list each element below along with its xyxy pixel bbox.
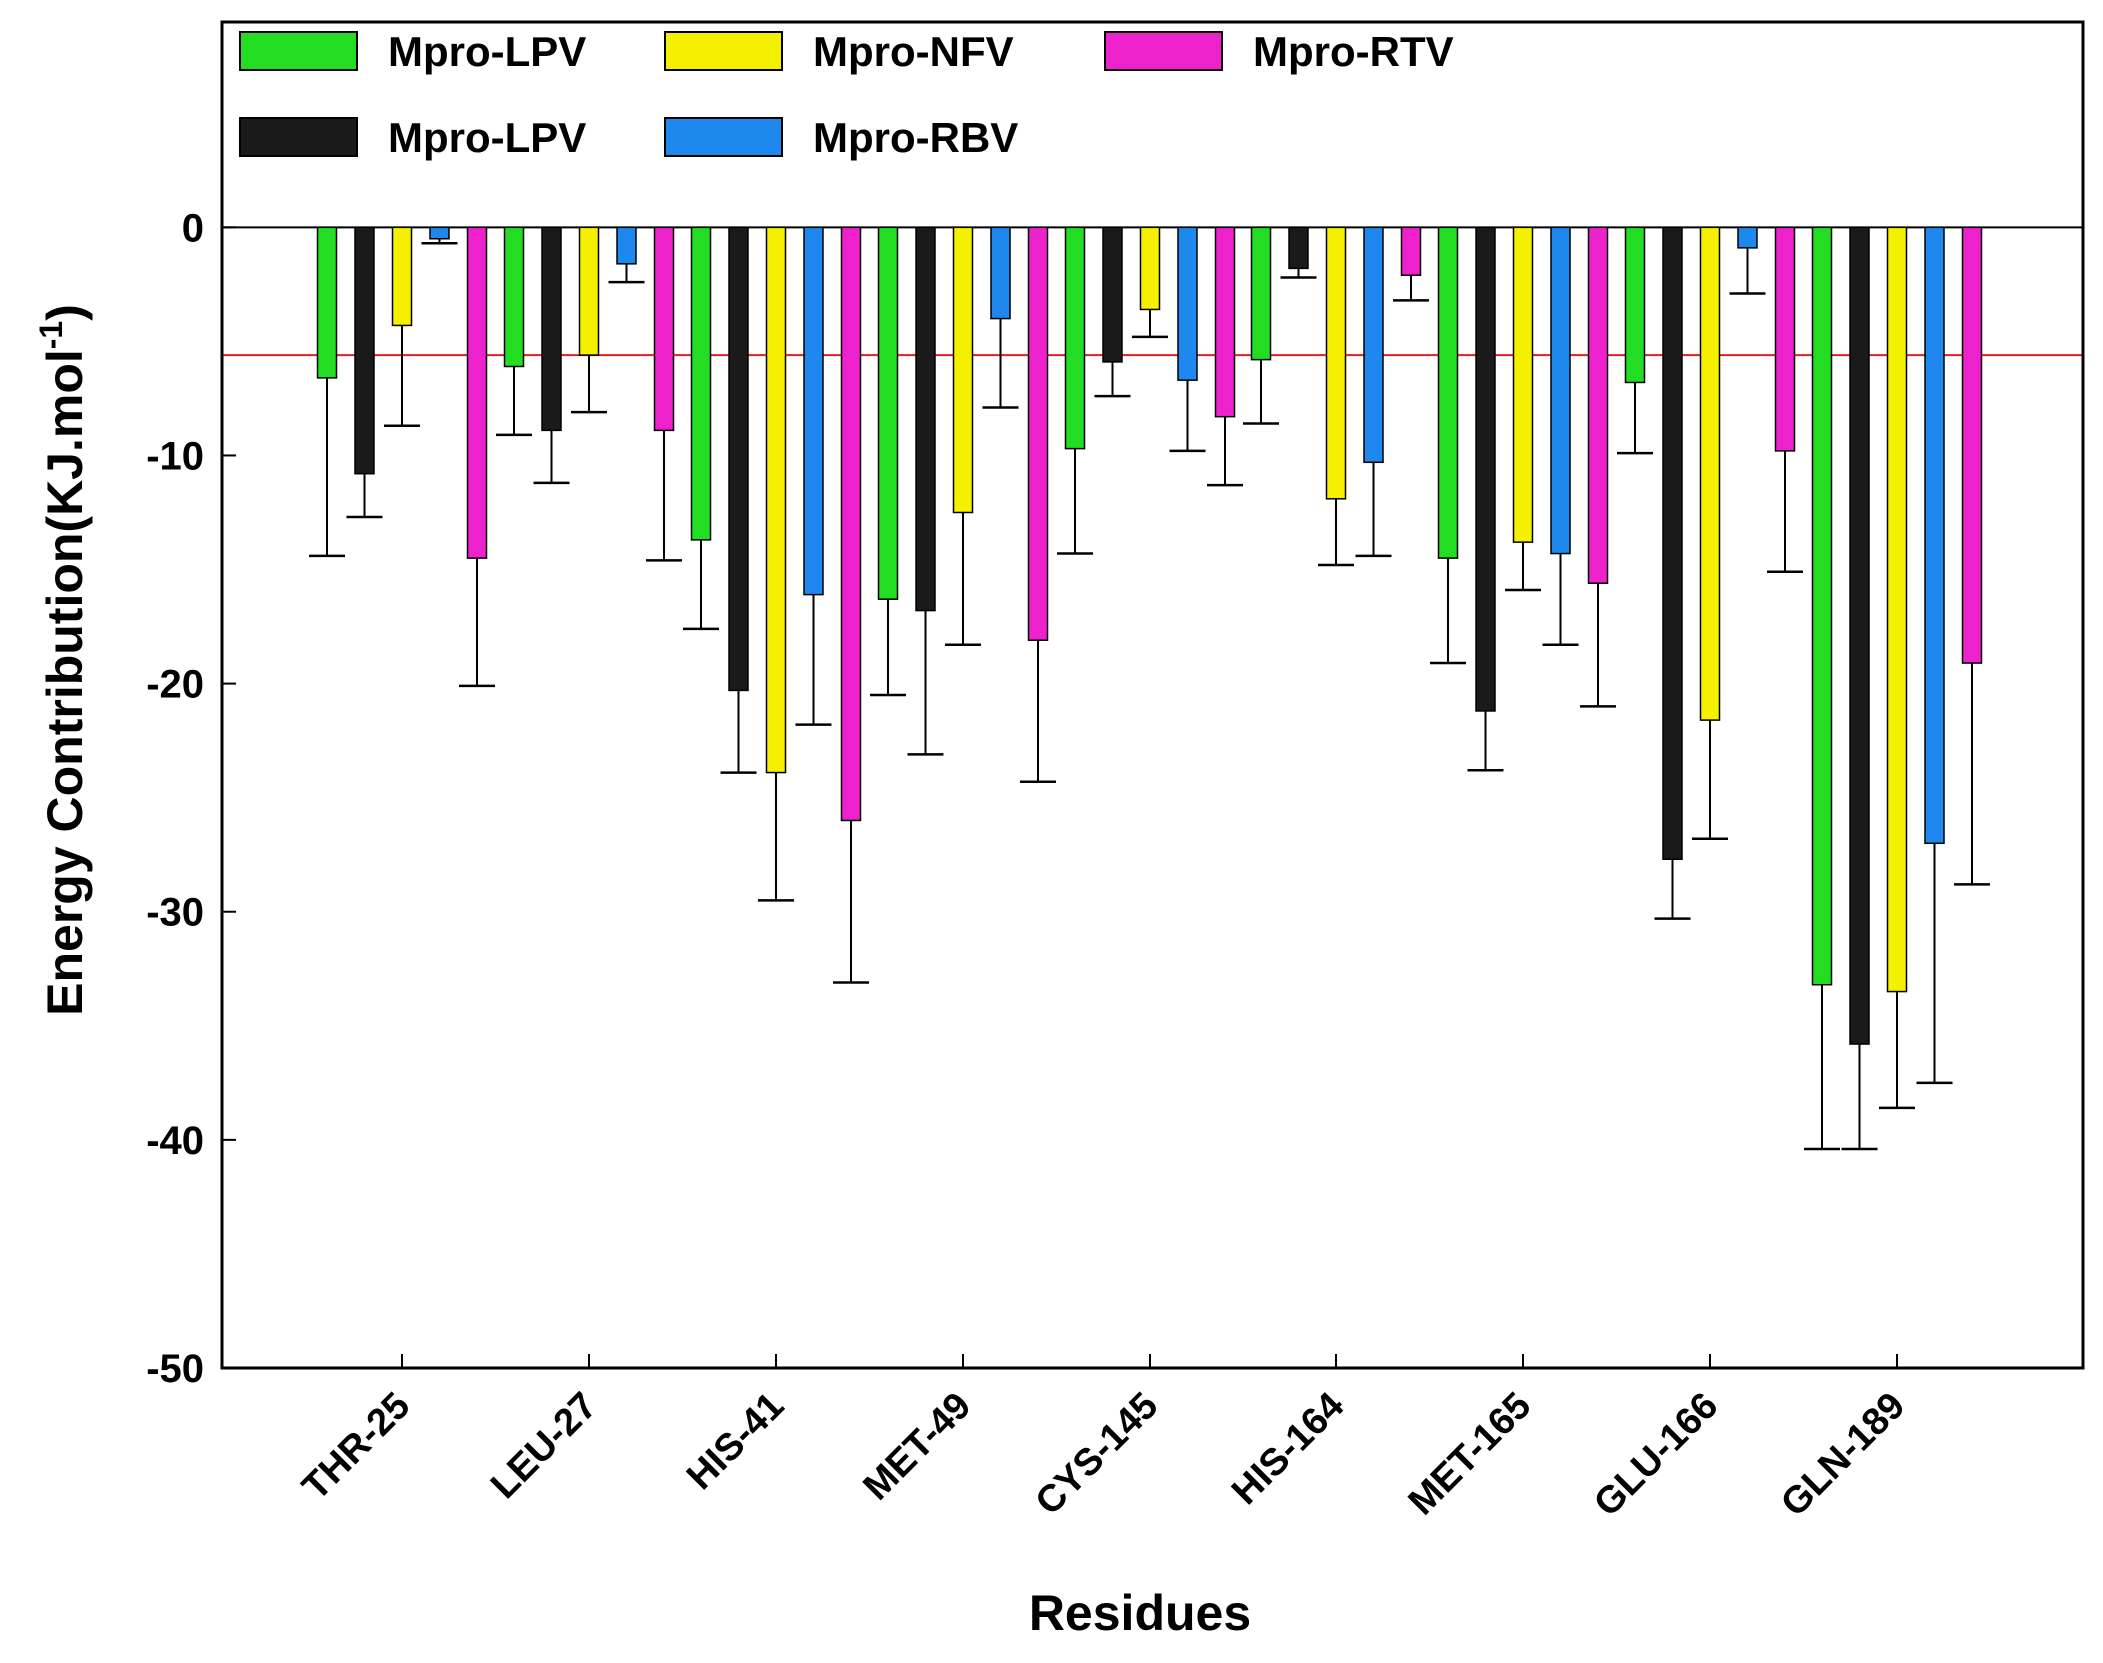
error-bars-group (309, 238, 1990, 1151)
bar (503, 226, 525, 368)
legend-swatch (239, 117, 358, 157)
y-tick-label: -50 (146, 1347, 204, 1391)
legend-label: Mpro-RBV (813, 114, 1018, 161)
legend-label: Mpro-LPV (388, 114, 586, 161)
bar (1437, 226, 1459, 559)
y-tick-label: 0 (182, 206, 204, 250)
legend-label: Mpro-NFV (813, 28, 1014, 75)
bar (653, 226, 675, 432)
legend-label: Mpro-RTV (1253, 28, 1454, 75)
legend-swatch (664, 31, 783, 71)
x-tick-label: CYS-145 (1028, 1385, 1167, 1524)
bar (1250, 226, 1272, 361)
y-axis-title: Energy Contribution(KJ.mol-1) (33, 304, 93, 1016)
bar (1475, 226, 1496, 712)
bar (1699, 226, 1721, 721)
x-tick-label: THR-25 (295, 1385, 419, 1509)
bar (466, 226, 488, 559)
bar (316, 226, 338, 379)
bar (1662, 226, 1683, 861)
bar (1363, 226, 1384, 464)
bar (877, 226, 899, 600)
bar (1550, 226, 1571, 555)
bar (1064, 226, 1086, 450)
x-axis-title: Residues (1029, 1585, 1251, 1641)
y-tick-label: -30 (146, 891, 204, 935)
plot-frame (220, 20, 2085, 1370)
bar (1961, 226, 1983, 664)
y-tick-label: -10 (146, 434, 204, 478)
bar (1737, 226, 1758, 249)
bar (915, 226, 936, 612)
bar (990, 226, 1011, 320)
legend-swatch (664, 117, 783, 157)
bar (578, 226, 600, 356)
bar (1587, 226, 1609, 584)
x-tick-label: GLU-166 (1586, 1385, 1726, 1525)
legend-swatch (239, 31, 358, 71)
x-tick-label: MET-49 (856, 1385, 980, 1509)
y-axis-title-close: ) (37, 304, 93, 321)
legend-label: Mpro-LPV (388, 28, 586, 75)
bar (952, 226, 974, 514)
bar (391, 226, 413, 327)
bar (354, 226, 375, 475)
x-tick-label: MET-165 (1401, 1385, 1540, 1524)
bar (1924, 226, 1945, 845)
x-tick-label: HIS-164 (1224, 1385, 1352, 1513)
bar (1886, 226, 1908, 993)
bar (803, 226, 824, 596)
bar (1027, 226, 1049, 641)
bar (1102, 226, 1123, 363)
bar (1774, 226, 1796, 452)
bar (1849, 226, 1870, 1045)
x-tick-label: LEU-27 (483, 1385, 605, 1507)
bar (541, 226, 562, 432)
bar (840, 226, 862, 822)
y-axis-title-superscript: -1 (33, 321, 69, 349)
bar (1325, 226, 1347, 500)
bar (1512, 226, 1534, 543)
bar (1177, 226, 1198, 381)
legend-swatch (1104, 31, 1223, 71)
bar (616, 226, 637, 265)
bar (1811, 226, 1833, 986)
bar (1624, 226, 1646, 384)
x-tick-label: GLN-189 (1773, 1385, 1913, 1525)
bars-group (316, 226, 1983, 1045)
legend: Mpro-LPV Mpro-NFV Mpro-RTV Mpro-LPV Mpro-RBV (239, 28, 1454, 161)
bar (429, 226, 450, 240)
y-tick-label: -20 (146, 663, 204, 707)
bar (1139, 226, 1161, 311)
x-tick-label: HIS-41 (679, 1385, 792, 1498)
bar (690, 226, 712, 541)
bar (1400, 226, 1422, 276)
bar (728, 226, 749, 692)
y-axis-title-main: Energy Contribution(KJ.mol (37, 349, 93, 1016)
bar (1288, 226, 1309, 270)
bar (765, 226, 787, 774)
bar (1214, 226, 1236, 418)
y-tick-label: -40 (146, 1119, 204, 1163)
